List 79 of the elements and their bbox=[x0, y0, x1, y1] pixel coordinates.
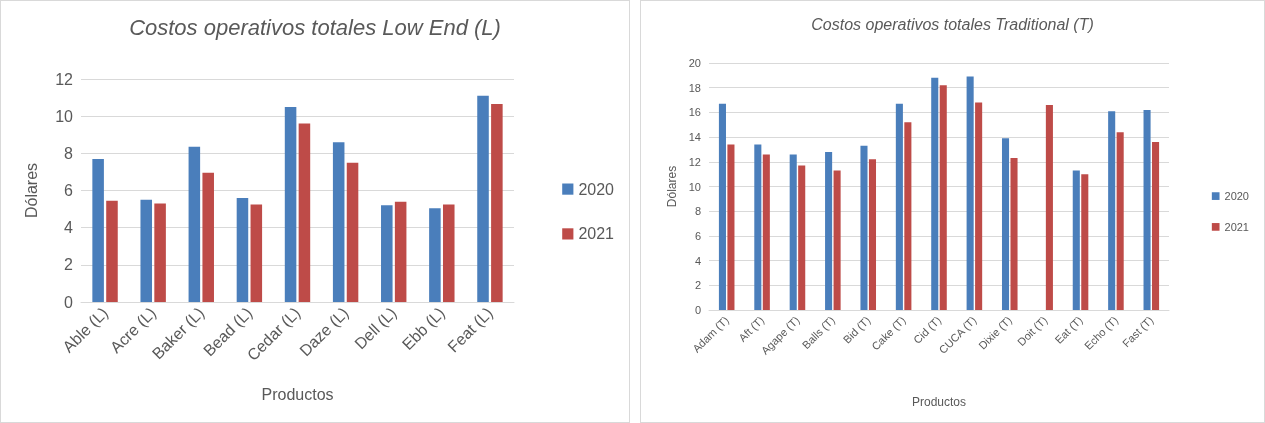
bar bbox=[92, 158, 104, 302]
bar bbox=[1010, 158, 1018, 310]
bar bbox=[332, 142, 345, 302]
bar bbox=[1081, 174, 1089, 310]
bar bbox=[718, 103, 726, 310]
bar bbox=[1143, 109, 1151, 310]
y-tick-label: 4 bbox=[64, 219, 74, 237]
bar bbox=[188, 146, 201, 302]
y-tick-label: 4 bbox=[694, 254, 701, 267]
x-axis-title: Productos bbox=[911, 394, 967, 409]
chart-title: Costos operativos totales Traditional (T) bbox=[811, 15, 1094, 33]
y-tick-label: 12 bbox=[55, 70, 74, 88]
bar bbox=[236, 197, 249, 302]
x-axis-title: Productos bbox=[261, 386, 334, 404]
bar bbox=[442, 204, 455, 302]
bar bbox=[491, 104, 503, 302]
bar bbox=[1001, 138, 1010, 310]
y-tick-label: 0 bbox=[694, 304, 701, 316]
x-tick-label: Fast (T) bbox=[1119, 313, 1156, 350]
bar bbox=[754, 144, 762, 310]
bar bbox=[140, 199, 153, 302]
legend-label: 2020 bbox=[578, 180, 615, 198]
y-tick-label: 8 bbox=[694, 205, 701, 218]
bar bbox=[939, 85, 947, 310]
legend-label: 2021 bbox=[1224, 220, 1250, 233]
x-tick-label: Cid (T) bbox=[911, 313, 944, 346]
bar bbox=[250, 204, 263, 302]
bar bbox=[1072, 170, 1080, 310]
bar bbox=[284, 106, 297, 302]
y-tick-label: 20 bbox=[688, 57, 701, 69]
bar bbox=[931, 77, 939, 310]
bar bbox=[346, 162, 359, 302]
y-tick-label: 6 bbox=[694, 229, 701, 242]
x-tick-label: Doit (T) bbox=[1015, 313, 1050, 349]
y-tick-label: 18 bbox=[688, 81, 701, 94]
bar bbox=[394, 201, 407, 302]
bar bbox=[429, 208, 441, 302]
bar bbox=[106, 200, 118, 302]
legend-label: 2021 bbox=[578, 225, 615, 243]
bar bbox=[202, 172, 214, 302]
bar bbox=[975, 102, 983, 310]
bar bbox=[727, 144, 735, 310]
bar bbox=[825, 151, 833, 310]
bar bbox=[1045, 104, 1053, 310]
y-tick-label: 8 bbox=[64, 144, 74, 162]
bar bbox=[1116, 132, 1124, 310]
bar bbox=[789, 154, 797, 310]
y-tick-label: 6 bbox=[64, 182, 74, 199]
x-tick-label: Bid (T) bbox=[840, 313, 873, 346]
bar bbox=[833, 170, 841, 310]
chart-title: Costos operativos totales Low End (L) bbox=[129, 14, 501, 40]
y-axis-title: Dólares bbox=[22, 162, 40, 219]
bar bbox=[966, 76, 974, 310]
y-tick-label: 12 bbox=[688, 155, 701, 168]
bar bbox=[381, 205, 393, 302]
x-tick-label: Aft (T) bbox=[736, 313, 767, 344]
y-tick-label: 16 bbox=[688, 106, 701, 119]
bar bbox=[868, 159, 877, 310]
bar bbox=[1152, 142, 1160, 310]
bar bbox=[762, 154, 770, 310]
bar bbox=[477, 95, 489, 302]
x-tick-label: Ebb (L) bbox=[398, 303, 448, 354]
y-tick-label: 2 bbox=[694, 279, 701, 292]
bar bbox=[1108, 111, 1116, 310]
x-tick-label: Dell (L) bbox=[351, 303, 400, 353]
bar bbox=[298, 123, 311, 302]
y-axis-title: Dólares bbox=[664, 165, 679, 208]
bar bbox=[860, 145, 868, 310]
bar bbox=[904, 122, 912, 310]
y-tick-label: 10 bbox=[55, 107, 74, 125]
y-tick-label: 14 bbox=[688, 131, 701, 144]
y-tick-label: 2 bbox=[64, 256, 74, 274]
bar bbox=[798, 165, 806, 310]
y-tick-label: 0 bbox=[64, 293, 74, 311]
x-tick-label: Eat (T) bbox=[1052, 313, 1085, 346]
legend-label: 2020 bbox=[1224, 190, 1250, 203]
bar bbox=[895, 103, 903, 310]
y-tick-label: 10 bbox=[688, 180, 701, 193]
bar bbox=[154, 203, 166, 302]
